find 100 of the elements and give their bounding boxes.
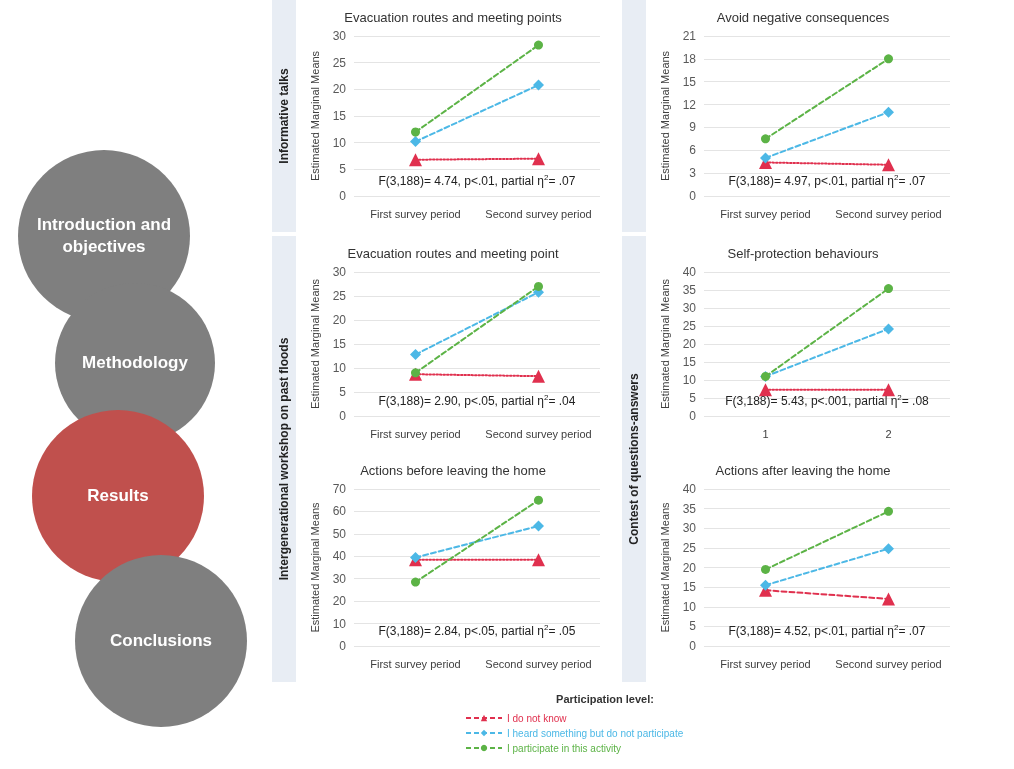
y-tick-label: 0 <box>339 189 347 203</box>
text: Intergenerational workshop on past floods <box>276 336 292 583</box>
y-axis-title: Estimated Marginal Means <box>308 278 321 410</box>
y-tick-label: 40 <box>682 482 697 496</box>
y-tick-label: 15 <box>332 337 347 351</box>
point <box>410 136 421 148</box>
point <box>883 106 894 118</box>
x-tick-label: Second survey period <box>835 207 942 220</box>
legend-label: I do not know <box>507 712 568 724</box>
y-tick-label: 6 <box>689 143 697 158</box>
x-tick-label: 1 <box>762 427 769 440</box>
annotation: F(3,188)= 2.90, p<.05, partial η$^{2}$= .04 <box>377 393 577 408</box>
y-tick-label: 0 <box>339 639 347 653</box>
y-tick-label: 21 <box>682 29 697 43</box>
y-tick-label: 10 <box>332 616 347 631</box>
y-tick-label: 3 <box>689 166 697 181</box>
y-tick-label: 30 <box>332 265 347 279</box>
point <box>761 134 770 144</box>
y-tick-label: 20 <box>332 594 347 609</box>
y-tick-label: 20 <box>332 82 347 97</box>
y-tick-label: 15 <box>682 74 697 89</box>
text: Results <box>86 485 150 507</box>
y-tick-label: 25 <box>332 55 347 70</box>
y-tick-label: 40 <box>682 265 697 279</box>
point <box>761 564 770 574</box>
y-tick-label: 0 <box>689 189 697 203</box>
y-tick-label: 9 <box>689 120 697 135</box>
y-tick-label: 25 <box>682 540 697 555</box>
y-tick-label: 20 <box>682 337 697 351</box>
legend-title: Participation level: <box>556 692 654 705</box>
point <box>534 40 543 50</box>
y-tick-label: 20 <box>332 313 347 327</box>
text: Methodology <box>81 352 189 374</box>
y-tick-label: 35 <box>682 501 697 516</box>
point <box>534 495 543 505</box>
legend-label: I participate in this activity <box>507 742 621 754</box>
y-axis-title: Estimated Marginal Means <box>658 278 671 410</box>
y-axis-title: Estimated Marginal Means <box>308 50 321 182</box>
y-tick-label: 20 <box>682 560 697 575</box>
point <box>533 79 544 91</box>
legend-label: I heard something but do not participate <box>507 727 684 739</box>
y-tick-label: 40 <box>332 549 347 564</box>
y-tick-label: 25 <box>332 289 347 303</box>
chart-title: Actions before leaving the home <box>360 463 546 478</box>
x-tick-label: 2 <box>885 427 892 440</box>
chart-title: Evacuation routes and meeting points <box>344 10 563 25</box>
point <box>411 127 420 137</box>
point <box>883 323 894 335</box>
point <box>410 349 421 361</box>
x-tick-label: Second survey period <box>485 207 592 220</box>
chart-title: Actions after leaving the home <box>715 463 891 478</box>
y-tick-label: 15 <box>682 355 697 369</box>
x-tick-label: Second survey period <box>835 657 942 670</box>
text: Informative talks <box>276 67 292 166</box>
point <box>884 506 893 516</box>
annotation: F(3,188)= 4.97, p<.01, partial η$^{2}$= .07 <box>727 173 927 188</box>
y-tick-label: 10 <box>682 373 697 387</box>
y-tick-label: 5 <box>339 162 347 177</box>
y-tick-label: 50 <box>332 526 347 541</box>
y-tick-label: 5 <box>339 385 347 399</box>
y-tick-label: 12 <box>682 97 697 112</box>
y-axis-title: Estimated Marginal Means <box>308 501 321 633</box>
point <box>884 284 893 294</box>
y-tick-label: 10 <box>332 361 347 375</box>
y-tick-label: 0 <box>689 409 697 423</box>
y-tick-label: 30 <box>332 29 347 43</box>
y-axis-title: Estimated Marginal Means <box>658 50 671 182</box>
y-tick-label: 18 <box>682 51 697 66</box>
x-tick-label: First survey period <box>720 657 811 670</box>
x-tick-label: First survey period <box>370 207 461 220</box>
annotation: F(3,188)= 5.43, p<.001, partial η$^{2}$= .08 <box>724 393 930 408</box>
y-tick-label: 35 <box>682 283 697 297</box>
y-tick-label: 15 <box>682 580 697 595</box>
y-tick-label: 5 <box>689 619 697 634</box>
y-tick-label: 30 <box>682 301 697 315</box>
y-tick-label: 15 <box>332 109 347 123</box>
text: Contest of questions-answers <box>626 372 642 547</box>
text: Introduction and objectives <box>35 214 173 258</box>
annotation: F(3,188)= 4.52, p<.01, partial η$^{2}$= .07 <box>727 623 927 638</box>
text: Conclusions <box>109 630 213 652</box>
y-tick-label: 5 <box>689 391 697 405</box>
x-tick-label: First survey period <box>720 207 811 220</box>
chart-title: Self-protection behaviours <box>727 246 880 261</box>
y-tick-label: 0 <box>339 409 347 423</box>
chart-title: Avoid negative consequences <box>716 10 890 25</box>
y-tick-label: 70 <box>332 482 347 496</box>
y-tick-label: 10 <box>682 599 697 614</box>
point <box>534 281 543 291</box>
x-tick-label: First survey period <box>370 657 461 670</box>
x-tick-label: First survey period <box>370 427 461 440</box>
y-tick-label: 25 <box>682 319 697 333</box>
y-tick-label: 10 <box>332 135 347 150</box>
chart-title: Evacuation routes and meeting point <box>347 246 559 261</box>
x-tick-label: Second survey period <box>485 657 592 670</box>
point <box>883 543 894 555</box>
point <box>884 54 893 64</box>
y-tick-label: 0 <box>689 639 697 653</box>
point <box>533 520 544 532</box>
y-tick-label: 30 <box>332 571 347 586</box>
point <box>411 577 420 587</box>
